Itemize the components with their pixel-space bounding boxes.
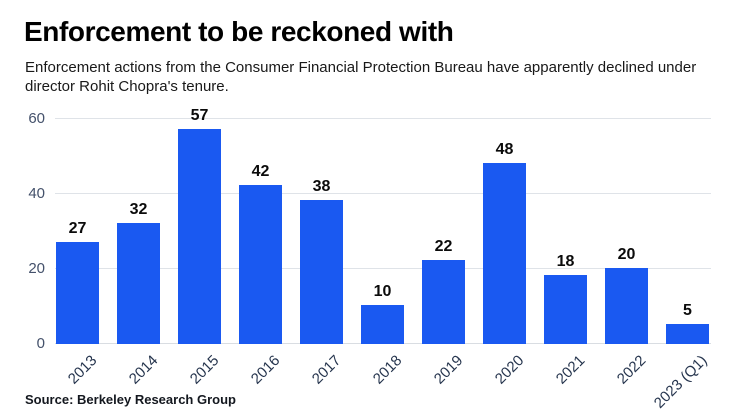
y-axis-tick-label: 60 — [28, 110, 45, 127]
chart-title: Enforcement to be reckoned with — [24, 16, 454, 47]
bar-value-label: 5 — [683, 302, 692, 319]
y-axis-tick-label: 40 — [28, 185, 45, 202]
x-axis-tick-label: 2017 — [308, 352, 345, 388]
x-axis-tick-label: 2022 — [613, 352, 650, 388]
bar-value-label: 42 — [251, 163, 270, 180]
x-axis-tick-label: 2014 — [125, 352, 162, 388]
bar-2022 — [605, 268, 648, 344]
bar-value-label: 27 — [68, 220, 87, 237]
bar-value-label: 22 — [434, 238, 453, 255]
bar-2013 — [56, 242, 99, 344]
x-axis-tick-label: 2019 — [430, 352, 467, 388]
bar-2014 — [117, 223, 160, 344]
bar-value-label: 57 — [190, 107, 209, 124]
bar-2015 — [178, 129, 221, 344]
bar-2021 — [544, 275, 587, 344]
x-axis-tick-label: 2016 — [247, 352, 284, 388]
bar-value-label: 10 — [373, 283, 392, 300]
gridline — [55, 193, 711, 194]
bar-value-label: 18 — [556, 253, 575, 270]
bar-value-label: 20 — [617, 246, 636, 263]
x-axis-tick-label: 2023 (Q1) — [650, 352, 711, 412]
chart-subtitle: Enforcement actions from the Consumer Fi… — [25, 59, 697, 95]
gridline — [55, 268, 711, 269]
bar-2019 — [422, 260, 465, 344]
bar-value-label: 32 — [129, 201, 148, 218]
x-axis-tick-label: 2015 — [186, 352, 223, 388]
bar-2023-q1- — [666, 324, 709, 344]
x-axis-tick-label: 2021 — [552, 352, 589, 388]
bar-2020 — [483, 163, 526, 344]
y-axis-tick-label: 0 — [36, 335, 45, 352]
y-axis-tick-label: 20 — [28, 260, 45, 277]
x-axis-tick-label: 2020 — [491, 352, 528, 388]
bar-2016 — [239, 185, 282, 344]
x-axis-tick-label: 2018 — [369, 352, 406, 388]
source-note: Source: Berkeley Research Group — [25, 392, 236, 407]
bar-2018 — [361, 305, 404, 344]
bar-value-label: 38 — [312, 178, 331, 195]
bar-value-label: 48 — [495, 141, 514, 158]
x-axis-tick-label: 2013 — [64, 352, 101, 388]
bar-2017 — [300, 200, 343, 344]
gridline — [55, 118, 711, 119]
